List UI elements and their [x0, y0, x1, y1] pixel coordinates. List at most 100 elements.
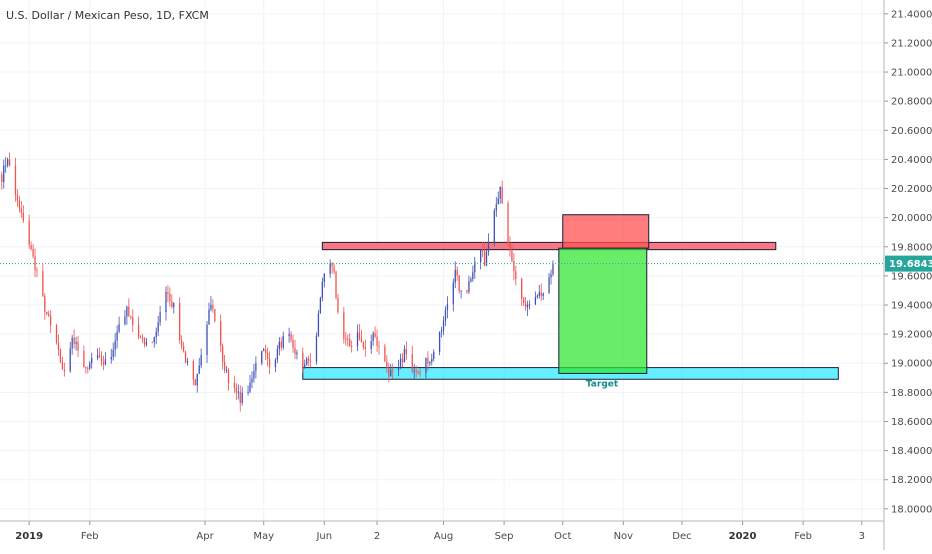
candle-body	[415, 370, 417, 372]
candle-body	[104, 359, 107, 365]
candle-body	[446, 304, 449, 310]
candle-body	[208, 309, 210, 325]
candle-body	[523, 298, 525, 304]
candle-body	[399, 358, 402, 368]
candle-body	[302, 352, 304, 368]
candle-body	[403, 348, 406, 363]
candle-body	[388, 368, 390, 377]
candle-body	[427, 357, 429, 364]
candle-body	[192, 361, 194, 380]
candle-body	[266, 353, 269, 359]
candle-body	[331, 262, 333, 267]
y-tick-label: 20.40000	[891, 155, 932, 166]
candle-body	[128, 306, 130, 317]
candle-body	[515, 271, 517, 280]
candle-body	[69, 348, 71, 372]
candle-body	[44, 296, 46, 312]
y-tick-label: 20.80000	[891, 97, 932, 108]
y-tick-label: 21.20000	[891, 38, 932, 49]
candle-body	[83, 350, 85, 368]
candle-body	[370, 341, 372, 349]
x-tick-label: Feb	[794, 531, 812, 542]
candle-body	[268, 358, 271, 368]
candle-body	[253, 371, 255, 379]
candle-body	[14, 165, 17, 195]
candle-body	[141, 338, 144, 340]
x-tick-label: Apr	[196, 531, 214, 542]
candle-body	[261, 351, 263, 364]
candle-body	[343, 312, 345, 339]
candle-body	[186, 361, 189, 363]
candle-body	[431, 358, 433, 362]
candle-body	[511, 250, 513, 262]
candle-body	[499, 187, 501, 199]
profit-zone[interactable]	[558, 247, 648, 374]
candle-body	[139, 336, 142, 339]
candle-body	[274, 359, 277, 368]
candle-body	[438, 331, 441, 352]
candle-body	[63, 369, 65, 372]
candle-body	[292, 340, 294, 349]
candle-body	[280, 341, 282, 348]
candle-body	[524, 303, 527, 308]
candle-body	[155, 331, 157, 338]
candle-body	[46, 311, 48, 315]
candle-body	[237, 391, 239, 393]
candle-body	[548, 277, 550, 294]
x-tick-label: Jun	[315, 531, 332, 542]
candle-body	[378, 345, 380, 347]
candle-body	[210, 304, 212, 310]
candle-body	[376, 336, 378, 346]
candle-body	[440, 330, 443, 332]
candle-body	[481, 249, 484, 251]
candle-body	[77, 342, 79, 351]
candle-body	[59, 349, 62, 363]
candle-body	[405, 348, 408, 355]
candle-body	[458, 275, 460, 292]
resistance-zone[interactable]	[321, 241, 777, 251]
candle-body	[497, 198, 499, 205]
candle-body	[335, 271, 337, 298]
candle-body	[110, 356, 112, 360]
y-tick-label: 20.00000	[891, 213, 932, 224]
candle-body	[536, 295, 538, 298]
candle-body	[528, 304, 531, 306]
candle-body	[470, 279, 472, 282]
candle-body	[16, 194, 19, 201]
candle-body	[429, 361, 431, 364]
candle-body	[8, 159, 11, 166]
y-tick-label: 19.80000	[891, 242, 932, 253]
current-price-badge	[885, 255, 932, 272]
candle-body	[116, 331, 118, 341]
candle-body	[220, 321, 222, 346]
candle-body	[364, 347, 366, 349]
x-tick-label: 2020	[729, 531, 757, 542]
candle-body	[151, 342, 153, 344]
target-label: Target	[586, 379, 619, 389]
candle-body	[71, 337, 73, 349]
candle-body	[247, 391, 249, 393]
candle-body	[48, 314, 50, 317]
candle-body	[433, 351, 435, 359]
candle-body	[323, 273, 325, 282]
candle-body	[157, 322, 159, 332]
y-tick-label: 18.60000	[891, 417, 932, 428]
candle-body	[159, 312, 161, 323]
candle-body	[419, 372, 421, 374]
candle-body	[87, 368, 89, 370]
candle-body	[239, 391, 241, 404]
candle-body	[356, 332, 359, 347]
candle-body	[214, 309, 216, 322]
stop-zone[interactable]	[562, 214, 650, 249]
candle-body	[308, 358, 310, 361]
candle-body	[540, 292, 542, 296]
candle-body	[534, 297, 537, 305]
candle-body	[28, 220, 30, 246]
candle-body	[329, 262, 331, 274]
candle-body	[96, 355, 99, 359]
x-tick-label: Aug	[434, 531, 454, 542]
candle-body	[278, 341, 280, 349]
candle-body	[333, 266, 335, 272]
